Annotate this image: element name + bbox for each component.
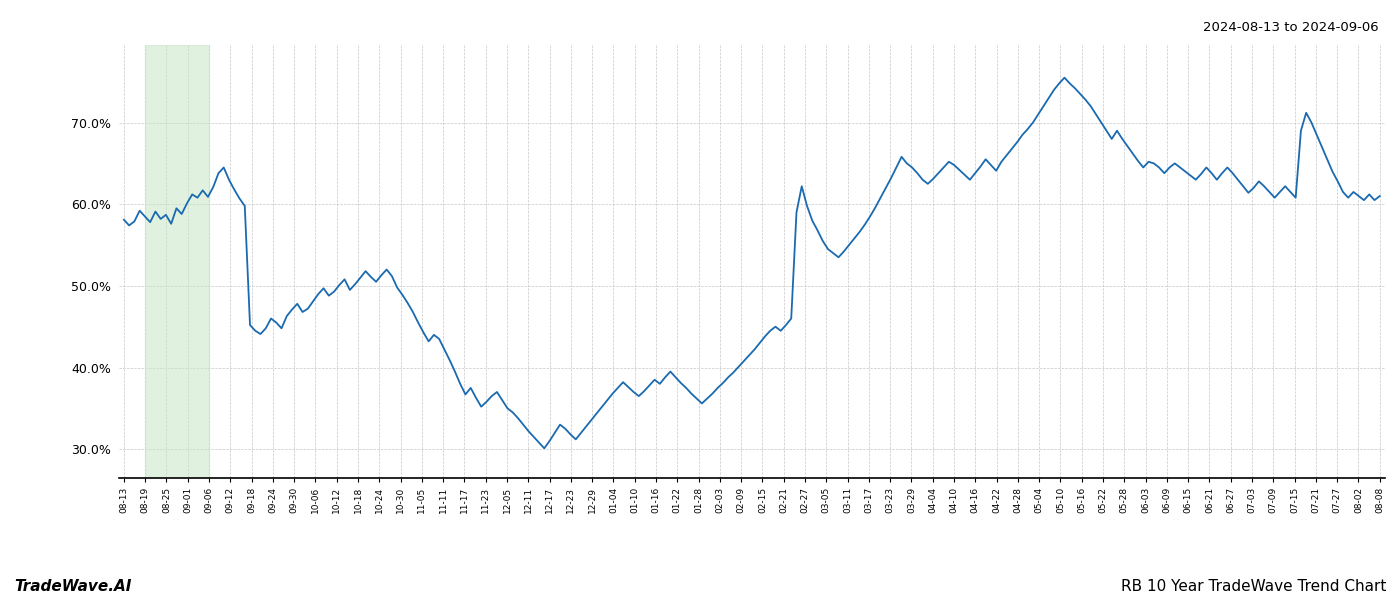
Text: RB 10 Year TradeWave Trend Chart: RB 10 Year TradeWave Trend Chart <box>1120 579 1386 594</box>
Text: TradeWave.AI: TradeWave.AI <box>14 579 132 594</box>
Bar <box>146 45 209 478</box>
Text: 2024-08-13 to 2024-09-06: 2024-08-13 to 2024-09-06 <box>1204 21 1379 34</box>
